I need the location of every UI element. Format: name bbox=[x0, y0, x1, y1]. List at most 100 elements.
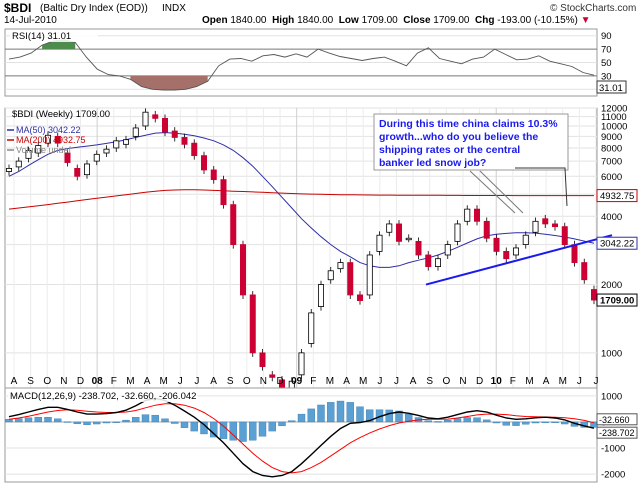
price-tag: 3042.22 bbox=[600, 239, 634, 250]
macd-histogram-bar bbox=[268, 421, 276, 432]
candle-up bbox=[376, 234, 383, 252]
candle-down bbox=[571, 244, 578, 263]
date-label: 14-Jul-2010 bbox=[4, 15, 57, 26]
rsi-oversold-fill bbox=[130, 75, 208, 90]
legend-entry: Volume undef bbox=[16, 145, 72, 155]
macd-histogram-bar bbox=[93, 421, 101, 425]
rsi-tag: 31.01 bbox=[599, 83, 623, 94]
index-name: (Baltic Dry Index (EOD)) bbox=[40, 3, 148, 14]
macd-histogram-bar bbox=[278, 421, 286, 427]
macd-histogram-bar bbox=[473, 417, 481, 423]
candle-up bbox=[386, 223, 393, 233]
macd-histogram-bar bbox=[405, 413, 413, 423]
open-value: 1840.00 bbox=[230, 15, 267, 26]
macd-histogram-bar bbox=[492, 421, 501, 424]
price-tick-label: 8000 bbox=[601, 143, 622, 154]
x-tick-label: M bbox=[525, 376, 533, 387]
high-value: 1840.00 bbox=[297, 15, 334, 26]
candle-up bbox=[142, 111, 149, 127]
macd-histogram-bar bbox=[463, 417, 471, 423]
annotation-pointer-1 bbox=[479, 170, 524, 214]
candle-up bbox=[6, 168, 12, 172]
candle-down bbox=[161, 117, 168, 133]
x-tick-label: S bbox=[426, 376, 433, 387]
price-tag-box bbox=[596, 189, 638, 203]
x-tick-label: A bbox=[144, 376, 151, 387]
x-tick-label: O bbox=[442, 376, 450, 387]
candle-down bbox=[503, 250, 510, 260]
x-tick-label: F bbox=[510, 376, 516, 387]
candle-up bbox=[45, 134, 52, 144]
candle-down bbox=[230, 204, 237, 246]
x-tick-label: N bbox=[260, 376, 267, 387]
candle-down bbox=[74, 168, 81, 177]
x-tick-label: M bbox=[359, 376, 367, 387]
chg-value: -193.00 (-10.15%) bbox=[497, 15, 578, 26]
macd-histogram-bar bbox=[180, 421, 189, 428]
candle-down bbox=[356, 294, 363, 301]
macd-histogram-bar bbox=[112, 421, 120, 423]
candle-down bbox=[54, 135, 61, 144]
x-tick-label: F bbox=[310, 376, 316, 387]
candle-up bbox=[513, 247, 520, 256]
macd-tag-box bbox=[596, 413, 638, 426]
x-tick-label: D bbox=[276, 376, 283, 387]
macd-frame bbox=[4, 387, 598, 483]
price-tag: 1709.00 bbox=[600, 296, 634, 307]
x-tick-label: A bbox=[210, 376, 217, 387]
candle-down bbox=[191, 142, 198, 157]
high-label: High bbox=[272, 15, 295, 26]
low-label: Low bbox=[338, 15, 359, 26]
open-label: Open bbox=[202, 15, 228, 26]
candle-up bbox=[84, 163, 91, 176]
candle-down bbox=[220, 179, 227, 206]
trendline bbox=[425, 234, 613, 286]
macd-histogram-bar bbox=[327, 402, 335, 423]
brand-watermark: © StockCharts.com bbox=[550, 3, 637, 14]
macd-panel: 10000-1000-2000 -32.660-238.702 MACD(12,… bbox=[4, 387, 638, 483]
macd-histogram-bar bbox=[561, 421, 569, 425]
candle-down bbox=[171, 130, 178, 138]
macd-histogram-bar bbox=[54, 418, 62, 423]
x-tick-label: A bbox=[343, 376, 350, 387]
price-tick-label: 11000 bbox=[601, 112, 627, 123]
macd-label-bg bbox=[8, 390, 198, 402]
rsi-panel: 9070503010 RSI(14) 31.01 31.01 bbox=[4, 28, 627, 97]
price-tick-label: 1000 bbox=[601, 348, 622, 359]
annotation-box bbox=[373, 113, 569, 171]
rsi-line bbox=[8, 39, 595, 91]
signal-line bbox=[8, 403, 595, 474]
x-tick-label: F bbox=[111, 376, 117, 387]
candle-down bbox=[425, 254, 432, 267]
macd-histogram-bar bbox=[44, 417, 52, 423]
candle-down bbox=[415, 240, 422, 256]
candle-down bbox=[591, 289, 598, 301]
candle-up bbox=[366, 254, 373, 296]
candle-up bbox=[132, 127, 139, 137]
macd-histogram-bar bbox=[83, 421, 91, 426]
macd-line bbox=[8, 397, 595, 478]
rsi-tick-label: 50 bbox=[601, 58, 612, 69]
macd-tick-label: -2000 bbox=[601, 470, 625, 481]
x-tick-label: M bbox=[326, 376, 334, 387]
price-tick-label: 10000 bbox=[601, 121, 627, 132]
macd-histogram-bar bbox=[307, 408, 315, 423]
macd-label: MACD(12,26,9) -238.702, -32.660, -206.04… bbox=[10, 391, 196, 402]
macd-histogram-bar bbox=[288, 420, 296, 423]
macd-histogram-bar bbox=[541, 421, 549, 423]
macd-histogram-bar bbox=[63, 421, 72, 423]
legend-entry: MA(50) 3042.22 bbox=[16, 125, 81, 135]
x-tick-label: 10 bbox=[491, 376, 503, 387]
macd-histogram-bar bbox=[171, 421, 179, 424]
macd-histogram-bar bbox=[483, 419, 491, 423]
macd-histogram-bar bbox=[122, 419, 130, 423]
candle-up bbox=[113, 140, 120, 149]
macd-histogram-bar bbox=[258, 421, 267, 437]
macd-histogram-bar bbox=[444, 419, 452, 423]
rsi-label-bg bbox=[10, 30, 98, 42]
candle-down bbox=[200, 155, 207, 171]
price-tag-box bbox=[596, 236, 638, 250]
macd-histogram-bar bbox=[385, 409, 393, 423]
candle-down bbox=[347, 262, 354, 296]
